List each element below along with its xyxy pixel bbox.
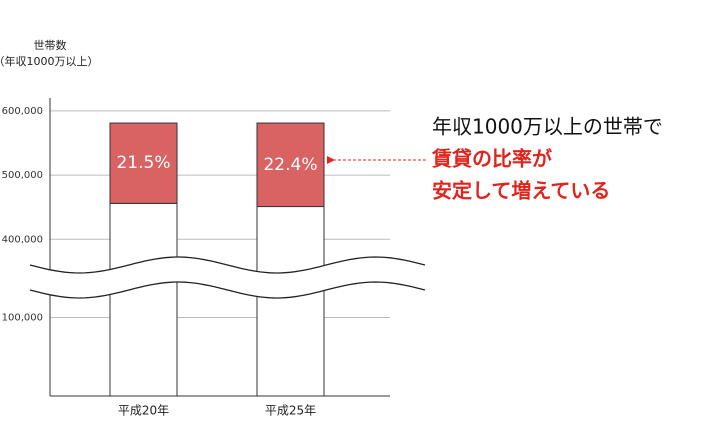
break-line — [29, 256, 426, 274]
x-tick-label: 平成20年 — [118, 404, 169, 418]
axis-break — [30, 257, 425, 298]
y-tick-label: 100,000 — [2, 312, 43, 323]
bar-segment — [109, 202, 178, 397]
share-label: 21.5% — [116, 153, 170, 173]
bar-segment — [109, 122, 178, 204]
y-axis-label: （年収1000万以上） — [0, 54, 99, 68]
bar-segment — [256, 206, 325, 397]
share-label: 22.4% — [263, 155, 317, 175]
bar-segment — [256, 122, 325, 208]
y-tick-label: 600,000 — [2, 106, 43, 117]
annotation-text: 賃貸の比率が — [431, 147, 552, 171]
annotation-text: 年収1000万以上の世帯で — [432, 115, 663, 139]
y-axis-label: 世帯数 — [34, 39, 67, 52]
annotation-text: 安定して増えている — [432, 179, 610, 203]
break-line — [29, 281, 426, 299]
x-tick-label: 平成25年 — [265, 404, 316, 418]
y-tick-label: 500,000 — [2, 170, 43, 181]
y-tick-label: 400,000 — [2, 234, 43, 245]
